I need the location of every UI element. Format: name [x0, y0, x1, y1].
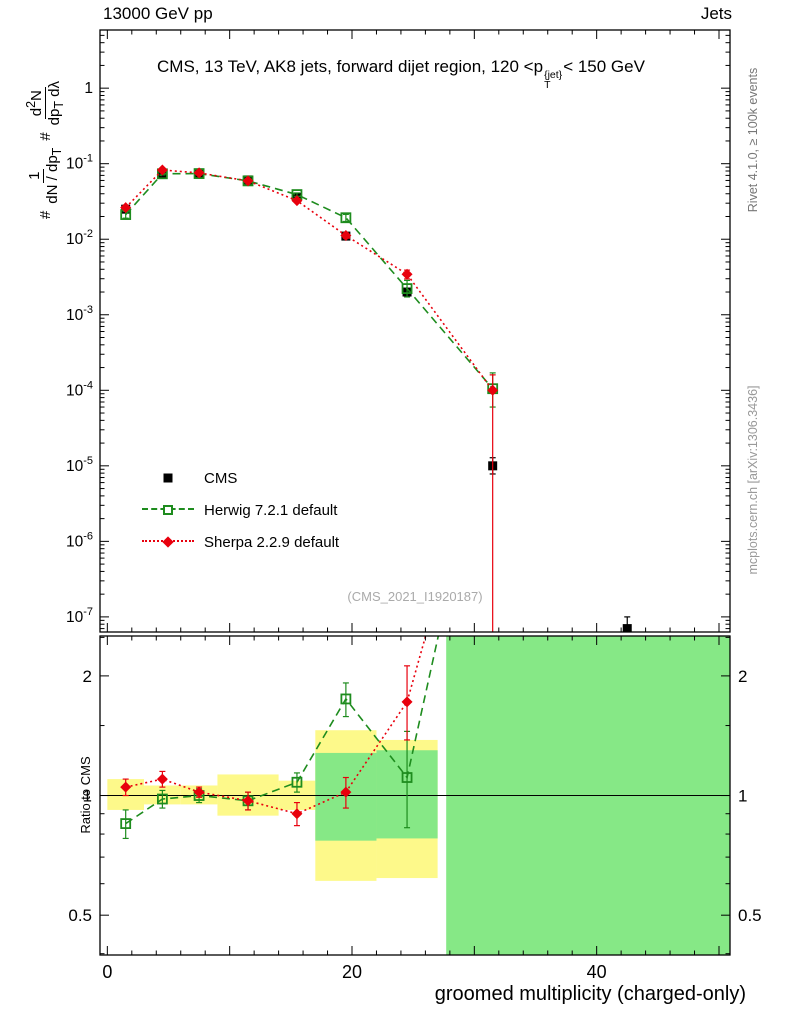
svg-text:10-4: 10-4 [66, 379, 93, 399]
data-point [487, 384, 499, 396]
legend: CMS Herwig 7.2.1 default Sherpa 2.2.9 de… [142, 462, 339, 558]
filled-square-icon [163, 473, 173, 483]
data-point [193, 167, 205, 179]
svg-text:1: 1 [738, 787, 747, 806]
data-point [242, 795, 254, 807]
title-script-stack: {jet} T [544, 69, 563, 91]
series-herwig-ratio [120, 636, 440, 840]
svg-text:0.5: 0.5 [738, 906, 762, 925]
data-point [291, 195, 303, 207]
legend-label-cms: CMS [204, 469, 238, 487]
svg-text:20: 20 [342, 962, 362, 982]
legend-item-cms: CMS [142, 462, 339, 494]
cms-marker-icon [142, 471, 194, 485]
ylabel-frac1-den: dN / dpT [43, 147, 64, 204]
svg-text:40: 40 [587, 962, 607, 982]
title-subscript: T [544, 79, 551, 91]
data-point [291, 776, 303, 788]
title-text: CMS, 13 TeV, AK8 jets, forward dijet reg… [157, 57, 544, 76]
ylabel-frac2-num: d2N [23, 87, 46, 120]
svg-text:1: 1 [84, 80, 93, 97]
ylabel-frac2-den: dpT dλ [45, 80, 66, 126]
ylabel-hash-2: # [36, 132, 54, 141]
ylabel-hash-1: # [36, 210, 54, 220]
series-line [125, 636, 440, 825]
title-superscript: {jet} [544, 69, 563, 81]
data-point [340, 230, 352, 242]
svg-text:10-5: 10-5 [66, 455, 93, 475]
svg-text:2: 2 [738, 667, 747, 686]
data-point [120, 781, 132, 793]
legend-label-herwig: Herwig 7.2.1 default [204, 501, 338, 519]
ylabel-fraction-1: 1 dN / dpT [25, 147, 64, 204]
data-point [156, 793, 168, 805]
plot-title: CMS, 13 TeV, AK8 jets, forward dijet reg… [56, 57, 746, 90]
mcplots-citation-note: mcplots.cern.ch [arXiv:1306.3436] [746, 385, 760, 575]
data-point [401, 772, 413, 783]
axis-tick-labels: 110-110-210-310-410-510-610-70.5 0.51 12 20… [66, 80, 762, 982]
data-point [156, 773, 168, 785]
data-point [401, 283, 413, 294]
beam-energy-label: 13000 GeV pp [103, 4, 213, 23]
data-point [340, 786, 352, 798]
series-cms [121, 168, 632, 632]
data-point [401, 268, 413, 280]
svg-text:1: 1 [83, 787, 92, 806]
herwig-marker-icon [142, 503, 194, 517]
series-herwig [120, 168, 499, 408]
data-point [340, 693, 352, 705]
title-text-end: < 150 GeV [563, 57, 645, 76]
legend-label-sherpa: Sherpa 2.2.9 default [204, 533, 340, 551]
svg-text:10-1: 10-1 [66, 153, 93, 173]
diamond-icon [162, 536, 174, 548]
svg-text:2: 2 [83, 667, 92, 686]
svg-text:10-3: 10-3 [66, 304, 93, 324]
series-line [125, 172, 494, 390]
y-axis-label-main: # 1 dN / dpT # d2N dpT dλ [10, 20, 80, 280]
svg-text:0: 0 [102, 962, 112, 982]
analysis-id-watermark: (CMS_2021_I1920187) [347, 589, 483, 604]
main-panel-frame [99, 29, 731, 633]
y-axis-label-ratio: Ratio to CMS [78, 756, 93, 834]
open-square-icon [163, 505, 173, 515]
rivet-version-note: Rivet 4.1.0, ≥ 100k events [746, 67, 760, 213]
data-point [242, 175, 254, 187]
data-point [120, 818, 132, 829]
svg-text:10-7: 10-7 [66, 606, 93, 626]
series-line [125, 636, 427, 815]
x-axis-label: groomed multiplicity (charged-only) [434, 983, 746, 1005]
svg-text:10-2: 10-2 [66, 228, 93, 248]
data-point [193, 786, 205, 798]
svg-text:0.5: 0.5 [68, 906, 92, 925]
legend-item-herwig: Herwig 7.2.1 default [142, 494, 339, 526]
series-line [125, 169, 494, 391]
svg-text:10-6: 10-6 [66, 530, 93, 550]
series-sherpa [120, 164, 499, 632]
analysis-category-label: Jets [700, 4, 732, 23]
series-sherpa-ratio [120, 636, 427, 827]
data-point [401, 696, 413, 708]
data-point [340, 212, 352, 224]
legend-item-sherpa: Sherpa 2.2.9 default [142, 526, 339, 558]
data-point [120, 202, 132, 214]
sherpa-marker-icon [142, 535, 194, 549]
data-point [156, 164, 168, 176]
data-point [622, 624, 632, 632]
data-point [291, 808, 303, 820]
axis-ticks [100, 30, 730, 955]
ylabel-fraction-2: d2N dpT dλ [23, 80, 67, 126]
